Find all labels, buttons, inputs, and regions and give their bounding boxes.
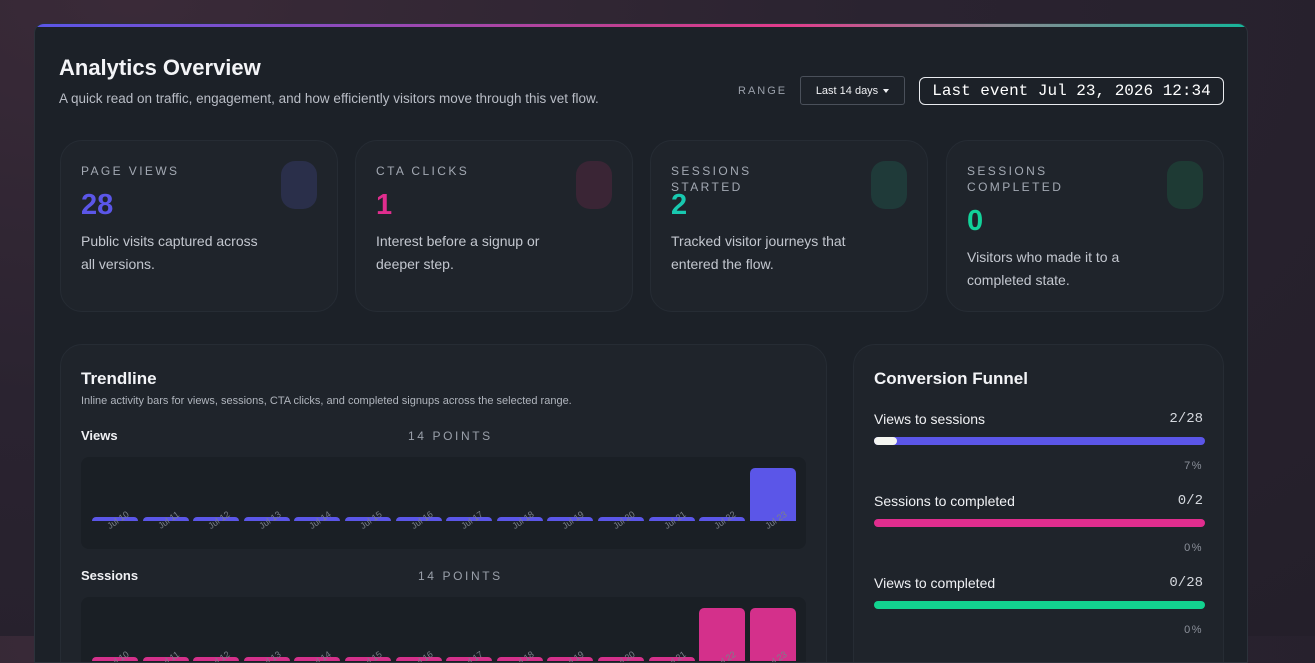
stat-description: Tracked visitor journeys that entered th… bbox=[671, 233, 846, 272]
page-title: Analytics Overview bbox=[59, 55, 261, 80]
chart-bar bbox=[142, 517, 189, 521]
funnel-row-percent: 7% bbox=[1184, 460, 1203, 472]
stat-value: 2 bbox=[671, 189, 688, 221]
stat-description: Interest before a signup or deeper step. bbox=[376, 233, 540, 272]
stat-label: PAGE VIEWS bbox=[81, 164, 180, 178]
funnel-row-label: Views to completed bbox=[874, 575, 996, 591]
trendline-title: Trendline bbox=[81, 369, 157, 388]
chart-bar bbox=[749, 608, 796, 661]
page-subtitle: A quick read on traffic, engagement, and… bbox=[59, 91, 599, 106]
stat-label: SESSIONS STARTED bbox=[671, 164, 752, 194]
stat-card-page-views: PAGE VIEWS 28 Public visits captured acr… bbox=[60, 140, 338, 312]
stat-label: SESSIONS COMPLETED bbox=[967, 164, 1064, 194]
stat-value: 0 bbox=[967, 205, 984, 237]
trendline-subtitle: Inline activity bars for views, sessions… bbox=[81, 395, 572, 407]
funnel-row-percent: 0% bbox=[1184, 542, 1203, 554]
chart-bar bbox=[92, 517, 138, 521]
stat-card-icon bbox=[576, 161, 612, 209]
chart-tick-label: Jul 13 bbox=[257, 509, 283, 531]
stat-description: Visitors who made it to a completed stat… bbox=[967, 249, 1120, 288]
chart-bar bbox=[294, 517, 341, 521]
funnel-progress-track bbox=[874, 519, 1205, 527]
chart-bar bbox=[446, 517, 493, 521]
chart-bar bbox=[749, 468, 796, 521]
range-label: RANGE bbox=[738, 85, 788, 97]
views-chart: Jul 10 Jul 11 Jul 12 Jul 13 Jul 14 Jul 15 Jul … bbox=[81, 457, 806, 549]
chart-tick-label: Jul 16 bbox=[408, 509, 435, 531]
chevron-down-icon bbox=[883, 88, 890, 93]
stat-description: Public visits captured across all versio… bbox=[81, 233, 258, 272]
funnel-row-label: Sessions to completed bbox=[874, 493, 1015, 509]
chart-tick-label: Jul 11 bbox=[155, 509, 181, 531]
funnel-progress-track bbox=[874, 437, 1205, 445]
views-points-label: 14 POINTS bbox=[408, 429, 493, 443]
funnel-panel: Conversion Funnel Views to sessions 2/28… bbox=[853, 344, 1224, 662]
funnel-progress-track bbox=[874, 601, 1205, 609]
analytics-panel: Analytics Overview A quick read on traff… bbox=[34, 23, 1248, 663]
stat-card-icon bbox=[1167, 161, 1203, 209]
chart-bar bbox=[699, 608, 746, 661]
stat-card-icon bbox=[871, 161, 907, 209]
funnel-row-label: Views to sessions bbox=[874, 411, 986, 427]
funnel-title: Conversion Funnel bbox=[874, 369, 1028, 388]
funnel-row-count: 2/28 bbox=[1169, 411, 1203, 427]
stat-label: CTA CLICKS bbox=[376, 164, 470, 178]
sessions-points-label: 14 POINTS bbox=[418, 569, 503, 583]
chart-tick-label: Jul 18 bbox=[510, 509, 536, 531]
stat-value: 28 bbox=[81, 189, 114, 221]
funnel-row-percent: 0% bbox=[1184, 624, 1203, 636]
accent-bar bbox=[35, 24, 1247, 27]
stat-card-sessions-completed: SESSIONS COMPLETED 0 Visitors who made i… bbox=[946, 140, 1224, 312]
stat-card-cta-clicks: CTA CLICKS 1 Interest before a signup or… bbox=[355, 140, 633, 312]
chart-bar bbox=[598, 517, 644, 521]
sessions-chart: Jul 10 Jul 11 Jul 12 Jul 13 Jul 14 Jul 15 Jul … bbox=[81, 597, 806, 662]
chart-bar bbox=[345, 517, 391, 521]
last-event-badge: Last event Jul 23, 2026 12:34 bbox=[919, 77, 1224, 105]
funnel-row-count: 0/2 bbox=[1177, 493, 1203, 509]
chart-tick-label: Jul 21 bbox=[661, 509, 688, 531]
chart-bar bbox=[243, 517, 290, 521]
chart-bar bbox=[648, 517, 695, 521]
chart-bar bbox=[395, 517, 442, 521]
chart-bar bbox=[699, 517, 746, 521]
views-series-title: Views bbox=[81, 428, 118, 443]
stat-value: 1 bbox=[376, 189, 393, 221]
funnel-progress-fill bbox=[874, 437, 898, 445]
stat-card-icon bbox=[281, 161, 317, 209]
stat-card-sessions-started: SESSIONS STARTED 2 Tracked visitor journ… bbox=[650, 140, 928, 312]
trendline-panel: Trendline Inline activity bars for views… bbox=[60, 344, 827, 662]
chart-bar bbox=[547, 517, 594, 521]
chart-bar bbox=[496, 517, 543, 521]
funnel-row-count: 0/28 bbox=[1169, 575, 1203, 591]
chart-bar bbox=[193, 517, 240, 521]
sessions-series-title: Sessions bbox=[81, 568, 139, 583]
range-select-value: Last 14 days bbox=[815, 84, 879, 97]
range-select[interactable]: Last 14 days bbox=[800, 76, 905, 105]
